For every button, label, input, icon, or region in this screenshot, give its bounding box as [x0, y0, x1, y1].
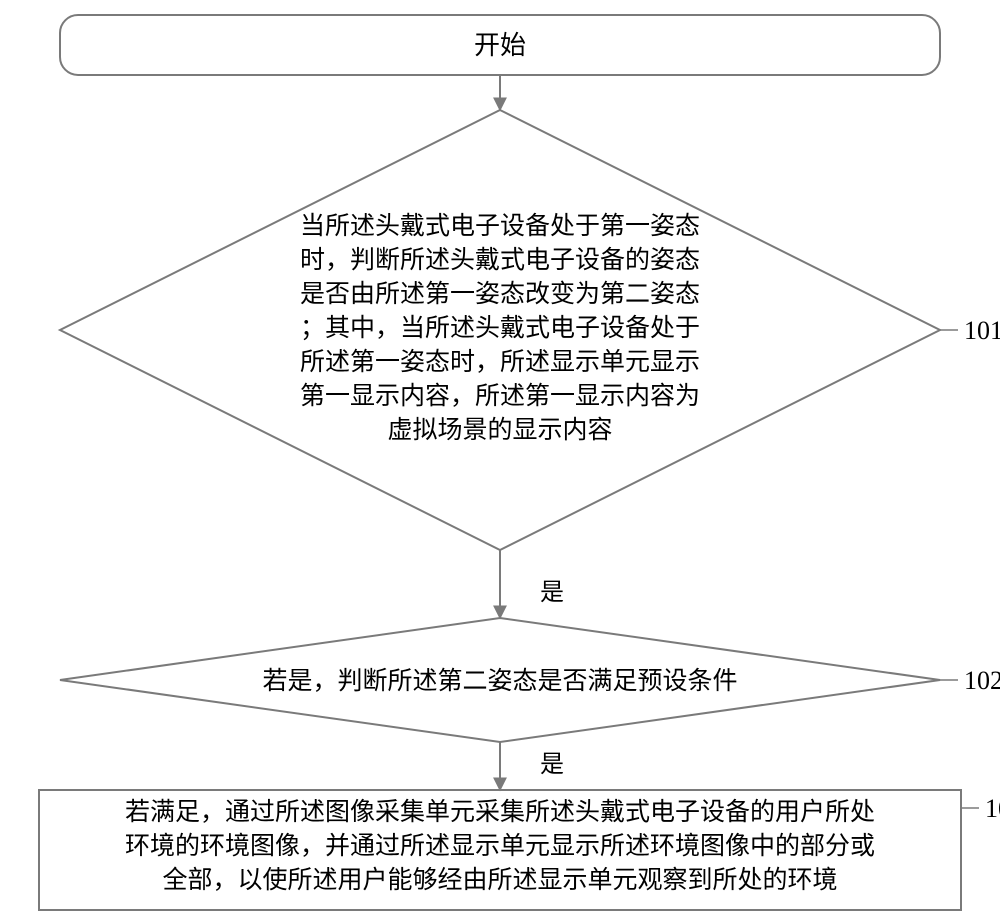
edge-label: 是	[540, 580, 564, 606]
process-node-1: 若满足，通过所述图像采集单元采集所述头戴式电子设备的用户所处环境的环境图像，并通…	[39, 790, 961, 910]
ref-label: 101	[964, 316, 1000, 345]
ref-label: 102	[964, 666, 1000, 695]
decision-node-1: 当所述头戴式电子设备处于第一姿态时，判断所述头戴式电子设备的姿态是否由所述第一姿…	[60, 110, 940, 550]
ref-label: 103	[985, 794, 1000, 823]
start-node: 开始	[60, 15, 940, 75]
start-label: 开始	[474, 31, 526, 60]
decision-2-text: 若是，判断所述第二姿态是否满足预设条件	[262, 667, 737, 695]
process-1-text: 若满足，通过所述图像采集单元采集所述头戴式电子设备的用户所处环境的环境图像，并通…	[125, 798, 875, 894]
edge-label: 是	[540, 752, 564, 778]
decision-1-text: 当所述头戴式电子设备处于第一姿态时，判断所述头戴式电子设备的姿态是否由所述第一姿…	[300, 212, 700, 444]
decision-node-2: 若是，判断所述第二姿态是否满足预设条件	[60, 618, 940, 742]
